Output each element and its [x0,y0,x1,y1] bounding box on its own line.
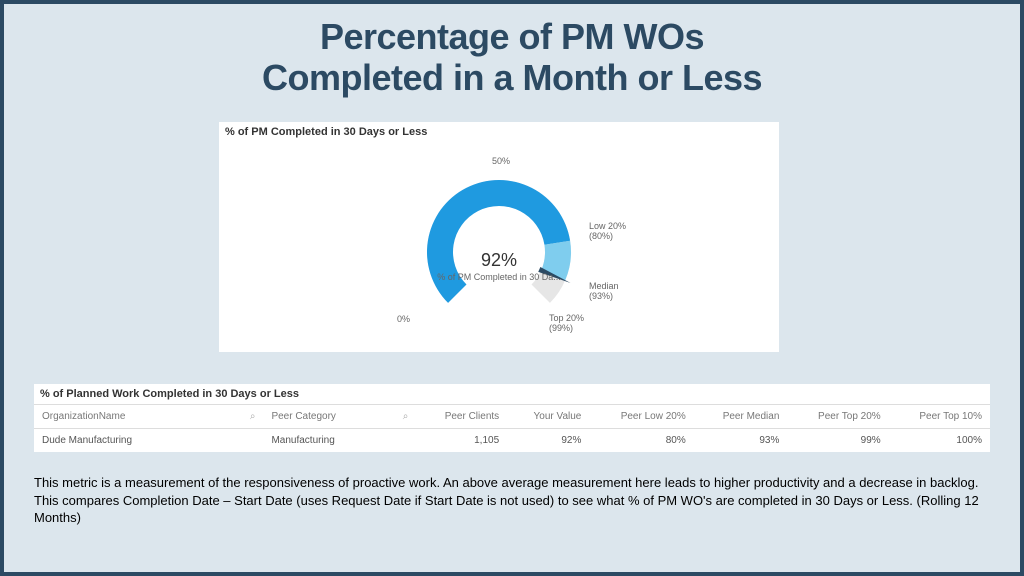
title-line-1: Percentage of PM WOs [320,16,704,57]
page-title: Percentage of PM WOs Completed in a Mont… [4,4,1020,105]
slide-frame: Percentage of PM WOs Completed in a Mont… [0,0,1024,576]
cell-low: 80% [589,429,693,453]
cell-clients: 1,105 [416,429,507,453]
gauge-axis-mid: 50% [492,156,510,166]
gauge-panel-title: % of PM Completed in 30 Days or Less [219,122,779,142]
table-panel: % of Planned Work Completed in 30 Days o… [34,384,990,452]
cell-top10: 100% [889,429,990,453]
description-text: This metric is a measurement of the resp… [34,474,990,527]
col-median: Peer Median [694,405,788,429]
gauge-marker-low-b: (80%) [589,231,613,241]
cell-org: Dude Manufacturing [34,429,263,453]
gauge-marker-top-a: Top 20% [549,313,584,323]
gauge-marker-low-a: Low 20% [589,221,626,231]
gauge-marker-top: Top 20% (99%) [549,314,584,334]
gauge-marker-top-b: (99%) [549,323,573,333]
gauge-chart: 92% % of PM Completed in 30 Da... 0% 50%… [219,142,779,342]
cell-top20: 99% [787,429,888,453]
cell-cat: Manufacturing [263,429,416,453]
cell-median: 93% [694,429,788,453]
search-icon[interactable]: ⌕ [403,411,409,422]
col-top20: Peer Top 20% [787,405,888,429]
table-header-row: OrganizationName⌕ Peer Category⌕ Peer Cl… [34,405,990,429]
gauge-marker-low: Low 20% (80%) [589,222,626,242]
search-icon[interactable]: ⌕ [250,411,256,422]
col-top10: Peer Top 10% [889,405,990,429]
gauge-axis-min: 0% [397,314,410,324]
gauge-marker-median: Median (93%) [589,282,619,302]
peer-table: OrganizationName⌕ Peer Category⌕ Peer Cl… [34,404,990,452]
col-org: OrganizationName⌕ [34,405,263,429]
table-panel-title: % of Planned Work Completed in 30 Days o… [34,384,990,404]
gauge-panel: % of PM Completed in 30 Days or Less 92%… [219,122,779,352]
cell-your: 92% [507,429,589,453]
col-cat: Peer Category⌕ [263,405,416,429]
gauge-marker-median-b: (93%) [589,291,613,301]
col-clients: Peer Clients [416,405,507,429]
gauge-sub-label: % of PM Completed in 30 Da... [437,272,561,282]
title-line-2: Completed in a Month or Less [262,57,762,98]
col-low: Peer Low 20% [589,405,693,429]
col-your: Your Value [507,405,589,429]
table-row: Dude Manufacturing Manufacturing 1,105 9… [34,429,990,453]
gauge-marker-median-a: Median [589,281,619,291]
gauge-value: 92% [481,250,517,271]
